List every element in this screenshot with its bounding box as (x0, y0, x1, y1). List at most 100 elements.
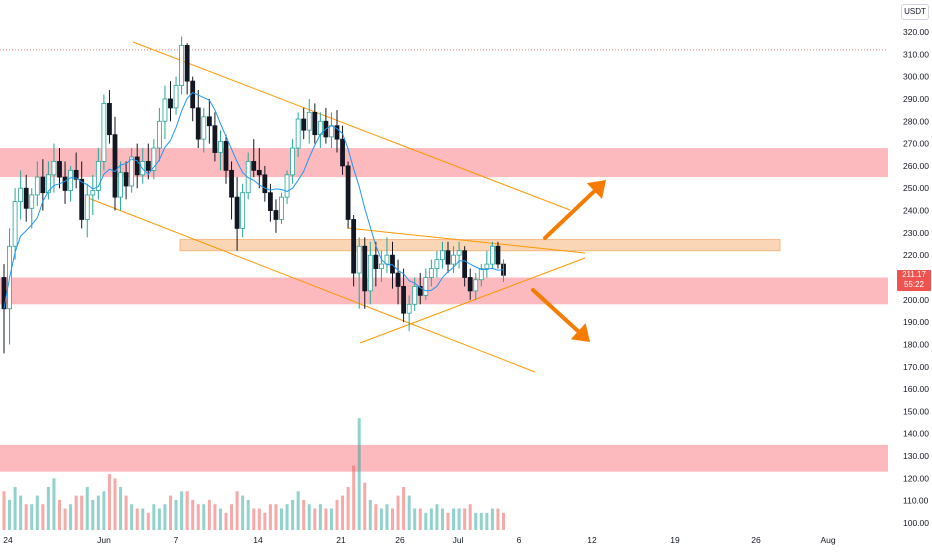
volume-bar (41, 504, 45, 530)
x-axis-tick: 21 (336, 535, 346, 545)
candle-body (273, 210, 279, 220)
volume-bar (429, 508, 433, 530)
y-axis-tick: 150.00 (903, 406, 929, 416)
volume-bar (218, 508, 222, 530)
candle-body (378, 263, 384, 269)
y-axis-tick: 220.00 (903, 250, 929, 260)
volume-bar (446, 512, 450, 530)
volume-bar (2, 491, 6, 530)
candle-body (312, 111, 318, 136)
candle-body (467, 277, 473, 292)
volume-bar (335, 499, 339, 530)
volume-bar (468, 504, 472, 530)
volume-bar (296, 491, 300, 530)
volume-bar (252, 508, 256, 530)
candle-body (445, 250, 451, 265)
candle-body (462, 250, 468, 278)
volume-bar (280, 508, 283, 530)
volume-bar (13, 487, 17, 530)
candle-body (434, 259, 440, 269)
volume-bar (452, 508, 456, 530)
candle-body (57, 161, 62, 178)
y-axis-tick: 270.00 (903, 139, 929, 149)
currency-badge[interactable]: USDT (901, 4, 929, 20)
x-axis-tick: 19 (670, 535, 680, 545)
candle-body (234, 196, 240, 229)
candle-body (129, 156, 135, 187)
candle-body (329, 125, 334, 138)
axes-layer: 320.00 310.00 300.00 290.00 280.00 270.00 260.… (3, 27, 929, 545)
candle-body (240, 192, 246, 229)
candle-body (473, 279, 479, 292)
volume-bar (30, 504, 34, 530)
support-zone (0, 277, 888, 305)
volume-bar (202, 504, 206, 530)
volume-bar (479, 512, 483, 530)
volume-bar (246, 499, 250, 530)
candle-body (195, 107, 201, 140)
candle-body (29, 194, 35, 209)
candle-body (301, 118, 307, 131)
volume-bar (224, 512, 228, 530)
x-axis-tick: 14 (253, 535, 263, 545)
y-axis-tick: 180.00 (903, 339, 929, 349)
candle-body (279, 196, 284, 220)
volume-bar (457, 508, 461, 530)
x-axis-tick: Aug (820, 535, 835, 545)
y-axis-tick: 300.00 (903, 72, 929, 82)
volume-bar (496, 508, 500, 530)
volume-bar (352, 465, 356, 530)
y-axis-tick: 160.00 (903, 384, 929, 394)
volume-bar (413, 508, 417, 530)
volume-bar (119, 487, 123, 530)
candle-body (401, 286, 407, 314)
y-axis-tick: 170.00 (903, 362, 929, 372)
candle-body (423, 277, 429, 296)
volume-bar (241, 495, 245, 530)
triangle-lower-line (359, 257, 586, 344)
candle-body (223, 140, 229, 171)
x-axis-tick: 6 (517, 535, 522, 545)
candle-body (95, 161, 101, 191)
volume-bar (324, 508, 328, 530)
volume-bar (230, 504, 234, 530)
candle-body (107, 103, 112, 136)
volume-bar (196, 504, 200, 530)
candle-body (456, 250, 462, 256)
volume-bar (102, 491, 106, 530)
volume-bar (490, 508, 494, 530)
candle-body (351, 219, 357, 274)
volume-bar (318, 504, 322, 530)
volume-bar (146, 512, 150, 530)
volume-bar (58, 499, 61, 530)
volume-layer (2, 418, 505, 530)
arrow-shaft (543, 189, 597, 240)
volume-bar (169, 495, 172, 530)
candle-body (218, 140, 223, 153)
candle-body (23, 187, 29, 209)
candles-layer (1, 36, 506, 354)
candle-body (212, 125, 218, 153)
zones-layer (0, 148, 888, 472)
candle-body (284, 174, 290, 198)
volume-bar (346, 487, 350, 530)
candle-body (40, 176, 46, 194)
arrow-shaft (531, 288, 581, 334)
volume-bar (407, 495, 411, 530)
volume-bar (474, 512, 478, 530)
volume-bar (374, 504, 378, 530)
volume-bar (152, 504, 156, 530)
lower-channel-line (87, 197, 536, 373)
y-axis-tick: 100.00 (903, 518, 929, 528)
candle-body (90, 190, 96, 196)
volume-bar (113, 478, 117, 530)
volume-bar (180, 491, 184, 530)
y-axis-tick: 320.00 (903, 27, 929, 37)
countdown-value: 55:22 (903, 280, 925, 289)
candle-body (306, 111, 312, 131)
candle-body (489, 245, 495, 265)
candle-body (373, 254, 379, 269)
y-axis-tick: 290.00 (903, 94, 929, 104)
